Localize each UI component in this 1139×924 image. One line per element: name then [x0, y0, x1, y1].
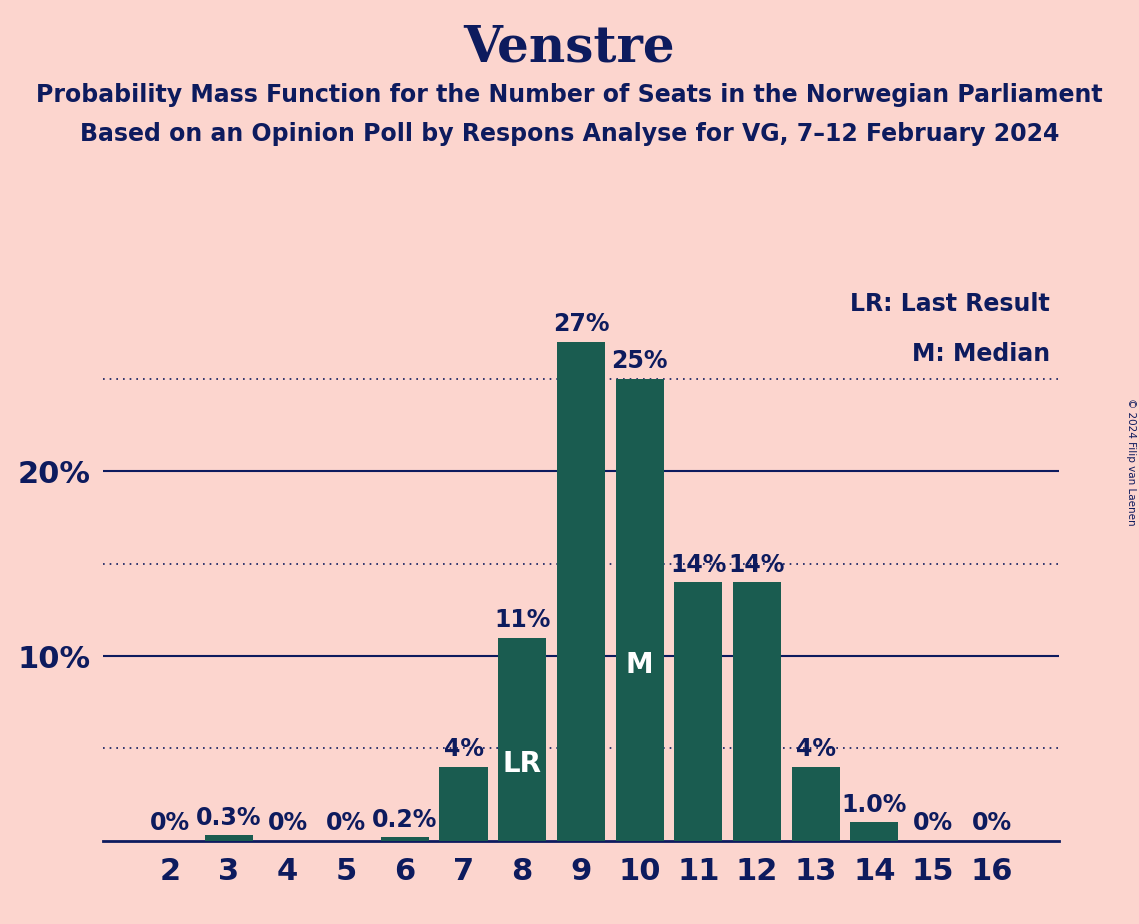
Text: Venstre: Venstre: [464, 23, 675, 72]
Text: 4%: 4%: [796, 737, 836, 761]
Text: 0.3%: 0.3%: [196, 806, 262, 830]
Text: Based on an Opinion Poll by Respons Analyse for VG, 7–12 February 2024: Based on an Opinion Poll by Respons Anal…: [80, 122, 1059, 146]
Text: 4%: 4%: [443, 737, 484, 761]
Text: 0%: 0%: [326, 811, 367, 835]
Bar: [674, 582, 722, 841]
Text: LR: LR: [502, 749, 542, 778]
Text: 14%: 14%: [729, 553, 785, 577]
Text: 14%: 14%: [670, 553, 727, 577]
Text: 0%: 0%: [150, 811, 190, 835]
Text: 27%: 27%: [552, 312, 609, 336]
Text: M: Median: M: Median: [911, 342, 1050, 366]
Bar: [851, 822, 899, 841]
Bar: [498, 638, 547, 841]
Bar: [380, 837, 429, 841]
Bar: [615, 379, 664, 841]
Text: © 2024 Filip van Laenen: © 2024 Filip van Laenen: [1126, 398, 1136, 526]
Text: LR: Last Result: LR: Last Result: [850, 292, 1050, 316]
Bar: [205, 835, 253, 841]
Text: Probability Mass Function for the Number of Seats in the Norwegian Parliament: Probability Mass Function for the Number…: [36, 83, 1103, 107]
Bar: [792, 767, 839, 841]
Text: 0%: 0%: [268, 811, 308, 835]
Text: 0.2%: 0.2%: [372, 808, 437, 832]
Bar: [557, 342, 605, 841]
Text: 1.0%: 1.0%: [842, 793, 907, 817]
Text: 0%: 0%: [913, 811, 953, 835]
Bar: [732, 582, 781, 841]
Bar: [440, 767, 487, 841]
Text: M: M: [625, 651, 654, 679]
Text: 25%: 25%: [612, 349, 667, 373]
Text: 0%: 0%: [972, 811, 1011, 835]
Text: 11%: 11%: [494, 608, 550, 632]
